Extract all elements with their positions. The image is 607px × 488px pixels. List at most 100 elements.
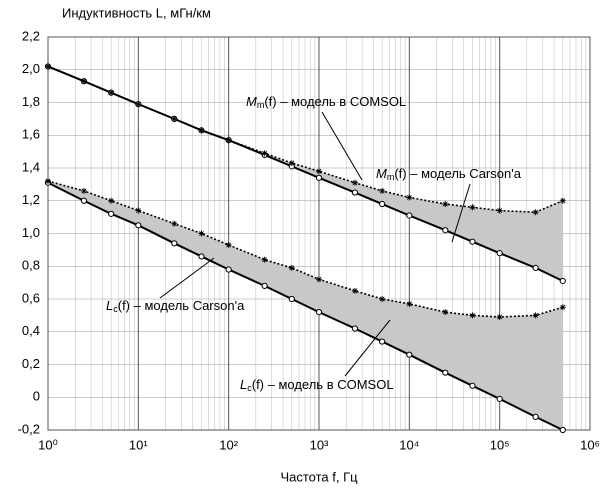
annotation: Mm(f) – модель в COMSOL (246, 94, 406, 110)
marker (379, 296, 386, 302)
marker (261, 282, 268, 289)
marker (442, 369, 449, 376)
x-tick-label: 10⁶ (580, 437, 600, 452)
annotation: Lc(f) – модель в COMSOL (240, 377, 394, 393)
marker (288, 264, 295, 271)
marker (351, 189, 359, 196)
marker (315, 174, 323, 181)
y-tick-label: 2,0 (22, 61, 40, 76)
x-tick-label: 10⁰ (38, 437, 58, 452)
annotation-symbol: M (246, 94, 257, 109)
marker (532, 413, 539, 420)
marker (379, 200, 386, 208)
annotation-text: (f) – модель в COMSOL (264, 94, 406, 109)
y-tick-label: 0,6 (22, 290, 40, 305)
marker (469, 382, 476, 389)
marker (351, 287, 358, 294)
x-tick-label: 10⁵ (490, 437, 510, 452)
marker (171, 220, 178, 227)
y-axis-label: Индуктивность L, мГн/км (62, 5, 211, 20)
marker (225, 137, 232, 144)
arrow (344, 319, 391, 377)
annotation-symbol: L (240, 377, 247, 392)
marker (496, 395, 503, 402)
marker (559, 197, 566, 204)
arrow (451, 183, 471, 243)
marker (532, 264, 539, 271)
series-line (47, 180, 564, 318)
y-tick-label: 1,4 (22, 159, 40, 174)
marker (406, 351, 413, 358)
marker (469, 238, 476, 245)
y-tick-label: 0,8 (22, 258, 40, 273)
x-tick-label: 10⁴ (399, 437, 419, 452)
marker (442, 309, 449, 316)
x-axis-label: Частота f, Гц (280, 469, 358, 484)
marker (288, 295, 295, 303)
marker (406, 300, 413, 307)
marker (442, 227, 449, 234)
arrow (159, 257, 215, 299)
marker (351, 179, 358, 186)
marker (135, 207, 142, 214)
annotation-symbol: L (106, 298, 113, 313)
marker (45, 178, 51, 185)
marker (532, 209, 539, 216)
marker (261, 256, 268, 263)
marker (379, 338, 386, 345)
annotation-text: (f) – модель Carson'a (394, 166, 521, 181)
x-tick-label: 10¹ (129, 437, 148, 452)
marker (108, 197, 115, 204)
marker (171, 240, 178, 247)
marker (198, 230, 205, 237)
marker (559, 304, 566, 311)
marker (351, 325, 359, 332)
annotation-sub: c (247, 383, 252, 393)
y-tick-label: 0 (33, 389, 40, 404)
marker (135, 101, 142, 108)
marker (469, 312, 476, 319)
marker (135, 222, 142, 229)
marker (80, 197, 88, 204)
y-tick-label: 1,0 (22, 225, 40, 240)
marker (532, 312, 539, 319)
marker (559, 426, 566, 434)
marker (108, 89, 115, 96)
y-tick-label: 1,2 (22, 192, 40, 207)
y-tick-label: 2,2 (22, 28, 40, 43)
annotation-text: (f) – модель в COMSOL (252, 377, 394, 392)
marker (80, 78, 87, 85)
marker (108, 210, 115, 217)
marker (496, 314, 503, 321)
annotation: Mm(f) – модель Carson'a (376, 166, 522, 182)
marker (379, 187, 386, 194)
annotation-symbol: M (376, 166, 387, 181)
annotation-sub: m (387, 172, 395, 182)
marker (198, 127, 205, 134)
marker (442, 201, 449, 208)
y-tick-label: 1,8 (22, 94, 40, 109)
marker (225, 266, 232, 273)
marker (225, 241, 232, 248)
marker (198, 253, 205, 260)
series-line (47, 181, 564, 431)
marker (316, 168, 322, 175)
marker (469, 204, 476, 211)
marker (559, 277, 566, 285)
annotation-arrows (159, 111, 471, 377)
annotation-sub: c (113, 304, 118, 314)
marker (288, 160, 295, 167)
marker (316, 276, 322, 283)
annotation: Lc(f) – модель Carson'a (106, 298, 245, 314)
y-tick-label: 0,4 (22, 323, 40, 338)
series-line (47, 65, 564, 214)
y-tick-label: -0,2 (18, 421, 40, 436)
x-tick-label: 10² (219, 437, 238, 452)
y-tick-label: 0,2 (22, 356, 40, 371)
marker (406, 194, 413, 201)
marker (45, 63, 51, 70)
lines (44, 63, 566, 434)
annotation-text: (f) – модель Carson'a (118, 298, 245, 313)
marker (496, 207, 503, 214)
